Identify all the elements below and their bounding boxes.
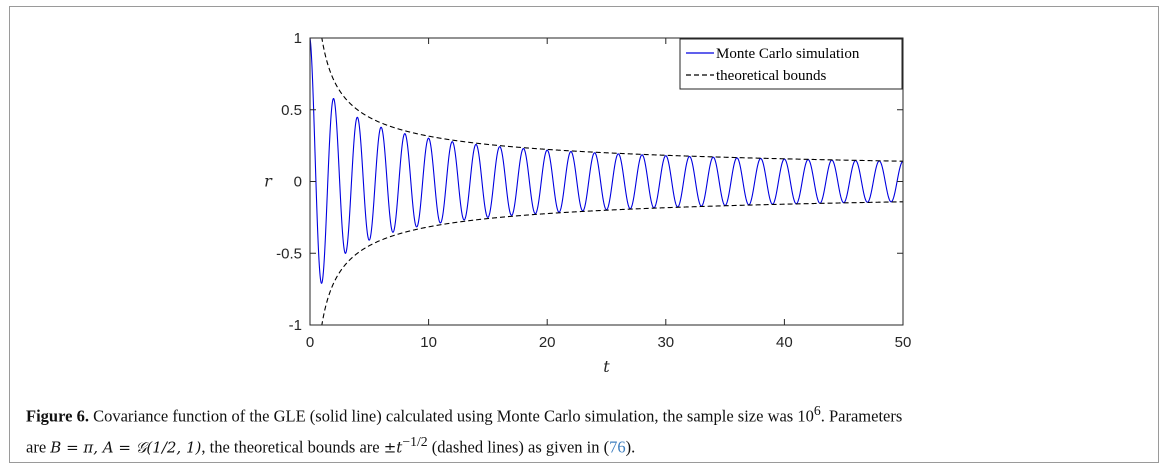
y-tick-label: 0 [294, 174, 302, 191]
series-monte-carlo-line [310, 38, 903, 284]
x-tick-label: 0 [306, 334, 314, 351]
caption-text-1: Covariance function of the GLE (solid li… [88, 406, 814, 426]
x-tick-label: 50 [895, 334, 912, 351]
caption-math-bound: ±t [383, 438, 403, 456]
caption-text-2a: are [26, 437, 51, 456]
plot-content [310, 38, 903, 325]
figure-label: Figure 6. [26, 406, 89, 426]
legend-box [679, 38, 903, 90]
caption-text-1-end: . Parameters [820, 406, 903, 426]
caption-text-2c: (dashed lines) as given in ( [427, 437, 610, 456]
x-tick-label: 10 [420, 334, 437, 351]
y-tick-label: 0.5 [281, 102, 302, 119]
equation-ref-link[interactable]: 76 [609, 437, 626, 456]
y-axis-label: r [264, 172, 273, 191]
x-axis-label: t [603, 357, 610, 376]
caption-math-params: B = π, A = 𝒢(1/2, 1) [50, 438, 202, 456]
y-tick-label: -0.5 [276, 245, 302, 262]
figure-caption: Figure 6. Covariance function of the GLE… [26, 398, 1146, 460]
caption-text-2d: ). [625, 437, 636, 456]
caption-sup: 6 [813, 403, 821, 418]
figure-frame [9, 6, 1159, 463]
x-tick-label: 40 [776, 334, 793, 351]
series-upper-bound-line [320, 38, 903, 162]
axes: 0 10 20 30 40 50 -1 -0.5 0 0.5 1 t r [264, 30, 911, 376]
series-lower-bound-line [320, 201, 903, 325]
x-tick-label: 30 [657, 334, 674, 351]
x-tick-label: 20 [539, 334, 556, 351]
legend-label-bounds: theoretical bounds [716, 68, 827, 84]
legend-label-monte-carlo: Monte Carlo simulation [716, 46, 860, 62]
y-tick-label: 1 [294, 30, 302, 47]
caption-math-exponent: −1/2 [402, 433, 428, 449]
caption-text-2b: , the theoretical bounds are [201, 437, 384, 456]
legend: Monte Carlo simulation theoretical bounds [679, 38, 903, 90]
y-tick-label: -1 [289, 317, 302, 334]
